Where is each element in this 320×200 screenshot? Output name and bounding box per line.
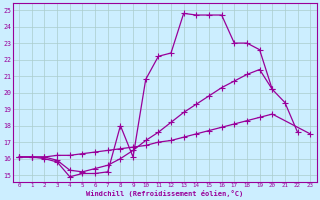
X-axis label: Windchill (Refroidissement éolien,°C): Windchill (Refroidissement éolien,°C)	[86, 190, 243, 197]
